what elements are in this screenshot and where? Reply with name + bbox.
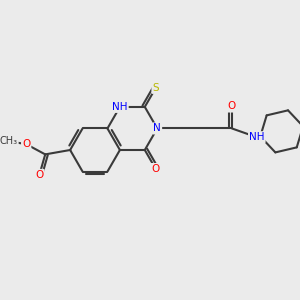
Text: O: O: [22, 139, 30, 149]
Text: O: O: [228, 101, 236, 112]
Text: NH: NH: [249, 132, 265, 142]
Text: O: O: [35, 170, 44, 180]
Text: CH₃: CH₃: [0, 136, 18, 146]
Text: O: O: [152, 164, 160, 174]
Text: NH: NH: [112, 102, 128, 112]
Text: N: N: [153, 123, 161, 134]
Text: S: S: [152, 83, 159, 93]
